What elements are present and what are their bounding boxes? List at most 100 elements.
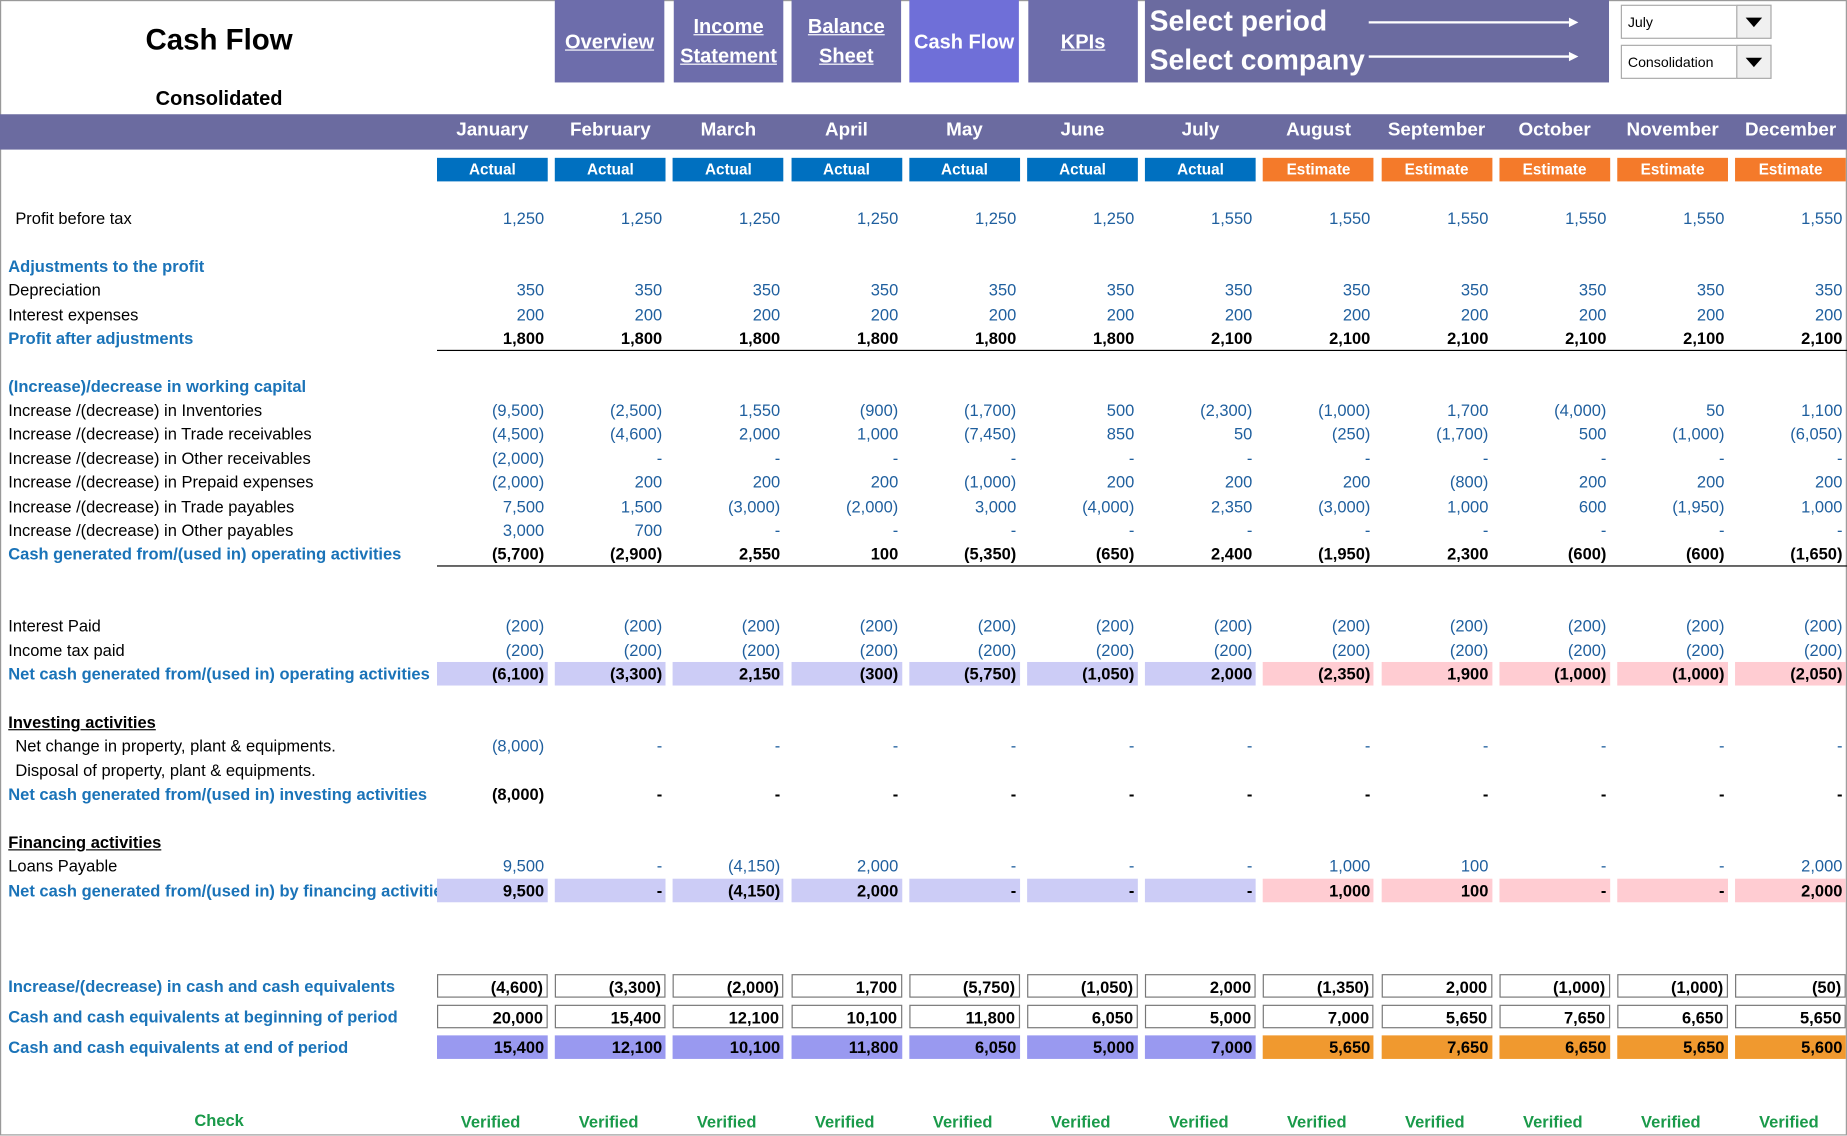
- cell: 500: [1106, 400, 1135, 420]
- cell: 200: [988, 305, 1017, 324]
- cell: 5,000: [1145, 1004, 1256, 1029]
- cell: 7,650: [1499, 1004, 1610, 1029]
- cell: Verified: [1759, 1111, 1819, 1131]
- cell: 1,800: [856, 328, 899, 348]
- month-header: December: [1745, 120, 1837, 141]
- cell: Verified: [1404, 1111, 1465, 1131]
- cell: (6,100): [437, 661, 548, 686]
- cell: (200): [977, 640, 1017, 660]
- cell: (5,750): [909, 974, 1020, 998]
- row-label: Increase /(decrease) in Other receivable…: [8, 448, 311, 468]
- cell: 11,800: [791, 1035, 902, 1059]
- arrow-icon: [1745, 17, 1763, 28]
- nav-button[interactable]: Cash Flow: [909, 0, 1019, 83]
- cell: (200): [1803, 616, 1843, 635]
- status-badge: Estimate: [1381, 157, 1492, 182]
- cell: (200): [1095, 640, 1135, 660]
- cell: -: [1836, 736, 1843, 756]
- cell: 2,000: [1735, 878, 1846, 903]
- month-header: October: [1518, 120, 1591, 141]
- cell: 1,800: [502, 328, 545, 348]
- cell: 200: [1814, 472, 1843, 492]
- row-label: Increase /(decrease) in Trade payables: [8, 497, 295, 516]
- cell: 1,900: [1381, 661, 1492, 686]
- cell: (200): [1803, 640, 1843, 660]
- cell: 15,400: [437, 1035, 548, 1059]
- cell: (5,350): [964, 544, 1017, 564]
- cell: (200): [1213, 640, 1253, 660]
- cell: (3,000): [727, 497, 781, 516]
- cell: 1,250: [1093, 208, 1135, 228]
- cell: (1,700): [964, 400, 1017, 420]
- cell: (650): [1095, 544, 1135, 564]
- cell: (4,500): [491, 424, 545, 443]
- cell: 200: [1342, 305, 1371, 324]
- cell: 2,300: [1447, 544, 1489, 564]
- cell: 6,650: [1617, 1004, 1728, 1029]
- cell: -: [1010, 736, 1017, 756]
- cell: 200: [1106, 305, 1135, 324]
- nav-button[interactable]: Income Statement: [673, 0, 784, 83]
- cell: 3,000: [975, 497, 1017, 516]
- cell: -: [656, 448, 663, 468]
- nav-button[interactable]: Overview: [554, 0, 665, 83]
- cell: 5,650: [1617, 1035, 1728, 1059]
- cell: -: [1482, 736, 1489, 756]
- underline: [437, 349, 1847, 352]
- status-badge: Estimate: [1263, 157, 1374, 182]
- cell: 1,700: [791, 974, 902, 998]
- cell: 1,250: [738, 208, 781, 228]
- cell: (200): [1449, 616, 1489, 635]
- selector-panel: [1144, 0, 1610, 83]
- cell: 200: [1814, 305, 1843, 324]
- cell: -: [1145, 878, 1256, 903]
- cell: 12,100: [673, 1004, 784, 1029]
- cell: 15,400: [555, 1004, 666, 1029]
- cell: -: [1246, 520, 1253, 540]
- cell: -: [1836, 520, 1843, 540]
- cell: Verified: [460, 1111, 521, 1131]
- cell: 1,800: [975, 328, 1017, 348]
- nav-button[interactable]: KPIs: [1028, 0, 1138, 83]
- cell: -: [1482, 784, 1489, 804]
- cell: 1,000: [1329, 856, 1371, 876]
- cell: 200: [1342, 472, 1371, 492]
- row-label: Interest Paid: [8, 616, 101, 635]
- cell: (1,950): [1672, 497, 1725, 516]
- dropdown-arrow[interactable]: [1736, 44, 1772, 79]
- month-header: August: [1286, 120, 1351, 141]
- cell: 1,250: [502, 208, 545, 228]
- cell: (1,000): [1672, 424, 1725, 443]
- cell: 200: [1224, 472, 1253, 492]
- nav-button[interactable]: Balance Sheet: [791, 0, 902, 83]
- cell: (2,000): [846, 497, 899, 516]
- cell: -: [1027, 878, 1138, 903]
- row-label: Financing activities: [8, 832, 162, 852]
- row-label: Profit after adjustments: [8, 328, 194, 348]
- cell: 2,100: [1801, 328, 1843, 348]
- row-label: Increase/(decrease) in cash and cash equ…: [8, 976, 396, 996]
- cell: -: [1600, 784, 1607, 804]
- cell: 200: [1578, 305, 1607, 324]
- cell: (1,950): [1318, 544, 1371, 564]
- cell: (2,000): [491, 448, 545, 468]
- cell: 2,150: [673, 661, 784, 686]
- cell: 1,000: [856, 424, 899, 443]
- dropdown-arrow[interactable]: [1736, 4, 1772, 39]
- cell: 9,500: [437, 878, 548, 903]
- row-label: Increase /(decrease) in Other payables: [8, 520, 294, 540]
- cell: -: [1010, 856, 1017, 876]
- cell: (2,500): [609, 400, 663, 420]
- row-label: Profit before tax: [15, 208, 132, 228]
- status-badge: Actual: [791, 157, 902, 182]
- cell: -: [1482, 520, 1489, 540]
- cell: -: [1364, 784, 1371, 804]
- cell: (1,650): [1790, 544, 1843, 564]
- month-header: January: [456, 120, 529, 141]
- subtitle: Consolidated: [155, 87, 283, 110]
- cell: 1,000: [1447, 497, 1489, 516]
- cell: Verified: [1050, 1111, 1111, 1131]
- cell: -: [1010, 448, 1017, 468]
- cell: -: [1246, 736, 1253, 756]
- cell: -: [1010, 520, 1017, 540]
